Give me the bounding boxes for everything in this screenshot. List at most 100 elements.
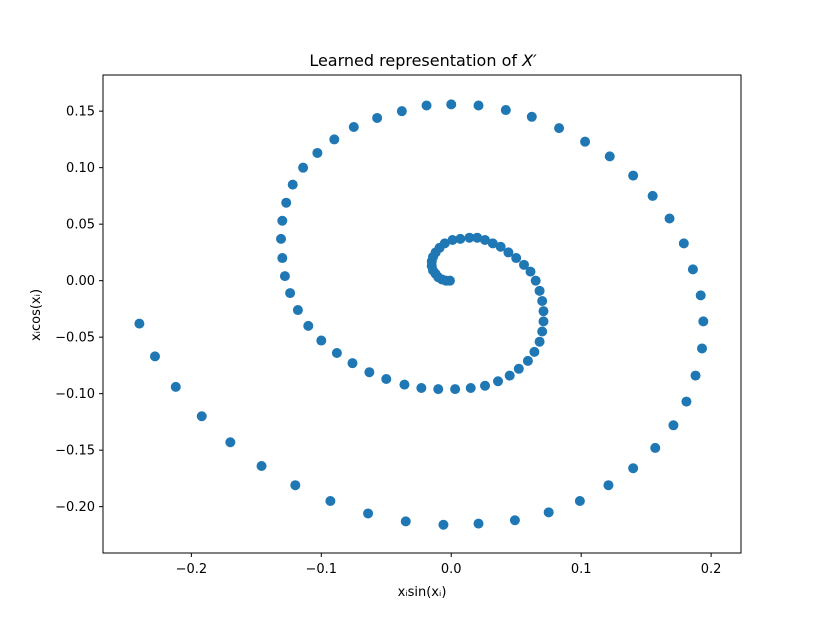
plot-frame	[102, 74, 742, 554]
data-point	[487, 238, 498, 249]
data-point	[277, 215, 288, 226]
data-point	[574, 496, 585, 507]
data-point	[396, 106, 407, 117]
data-point	[292, 305, 303, 316]
data-point	[290, 480, 301, 491]
x-tick-label: 0.0	[441, 562, 462, 577]
data-point	[698, 316, 709, 327]
data-point	[534, 285, 545, 296]
data-point	[530, 275, 541, 286]
data-point	[526, 111, 537, 122]
y-tick-label: 0.05	[66, 218, 95, 233]
data-point	[525, 266, 536, 277]
data-point	[347, 358, 358, 369]
data-point	[303, 320, 314, 331]
data-point	[511, 253, 522, 264]
data-point	[329, 134, 340, 145]
data-point	[225, 437, 236, 448]
data-point	[433, 384, 444, 395]
data-point	[381, 373, 392, 384]
data-point	[149, 351, 160, 362]
data-point	[495, 241, 506, 252]
data-point	[628, 170, 639, 181]
data-point	[439, 238, 450, 249]
data-point	[504, 370, 515, 381]
x-tick-label: 0.2	[701, 562, 722, 577]
data-point	[473, 518, 484, 529]
x-tick-label: −0.2	[176, 562, 208, 577]
data-point	[647, 190, 658, 201]
data-point	[438, 519, 449, 530]
data-point	[276, 233, 287, 244]
data-point	[285, 288, 296, 299]
data-point	[325, 496, 336, 507]
data-point	[372, 112, 383, 123]
y-tick-label: 0.10	[66, 161, 95, 176]
data-point	[580, 136, 591, 147]
data-point	[681, 396, 692, 407]
y-tick-label: −0.10	[55, 387, 95, 402]
data-point	[697, 343, 708, 354]
data-point	[281, 197, 292, 208]
y-tick-label: −0.20	[55, 500, 95, 515]
data-point	[537, 296, 548, 306]
x-axis-ticks: −0.2 −0.1 0.0 0.1 0.2	[176, 553, 722, 577]
data-point	[446, 99, 457, 110]
data-point	[277, 253, 288, 264]
data-point	[509, 515, 520, 526]
data-points	[134, 99, 709, 530]
data-point	[522, 355, 533, 366]
data-point	[287, 179, 298, 190]
data-point	[399, 379, 410, 390]
chart-title: Learned representation of X′	[309, 51, 537, 70]
x-axis-label: xᵢsin(xᵢ)	[398, 585, 447, 600]
data-point	[690, 370, 701, 381]
data-point	[480, 234, 491, 245]
data-point	[534, 336, 545, 347]
y-tick-label: −0.15	[55, 444, 95, 459]
data-point	[695, 290, 706, 301]
y-axis-label: xᵢcos(xᵢ)	[29, 289, 44, 341]
data-point	[529, 346, 540, 357]
data-point	[678, 238, 689, 249]
data-point	[480, 380, 491, 391]
data-point	[513, 363, 524, 374]
data-point	[348, 121, 359, 132]
data-point	[421, 100, 432, 111]
data-point	[473, 100, 484, 111]
data-point	[363, 508, 374, 519]
data-point	[519, 259, 529, 270]
data-point	[603, 480, 614, 491]
y-tick-label: 0.15	[66, 105, 95, 120]
data-point	[312, 147, 323, 158]
data-point	[650, 442, 661, 453]
chart-title-variable: X′	[521, 51, 537, 70]
data-point	[687, 264, 698, 275]
data-point	[316, 335, 327, 346]
data-point	[500, 105, 511, 116]
data-point	[537, 326, 548, 337]
data-point	[416, 383, 427, 394]
data-point	[331, 347, 342, 358]
data-point	[628, 463, 639, 474]
y-tick-label: 0.00	[66, 274, 95, 289]
data-point	[364, 367, 375, 378]
data-point	[298, 162, 309, 173]
data-point	[447, 234, 458, 245]
data-point	[543, 507, 554, 518]
data-point	[493, 376, 504, 387]
data-point	[604, 151, 615, 162]
data-point	[503, 247, 514, 258]
chart-title-text: Learned representation of	[309, 51, 522, 70]
data-point	[554, 123, 565, 134]
data-point	[664, 213, 675, 224]
data-point	[464, 232, 475, 243]
y-tick-label: −0.05	[55, 331, 95, 346]
x-tick-label: −0.1	[306, 562, 338, 577]
data-point	[400, 516, 411, 527]
data-point	[279, 271, 290, 282]
x-tick-label: 0.1	[571, 562, 592, 577]
data-point	[455, 233, 466, 244]
